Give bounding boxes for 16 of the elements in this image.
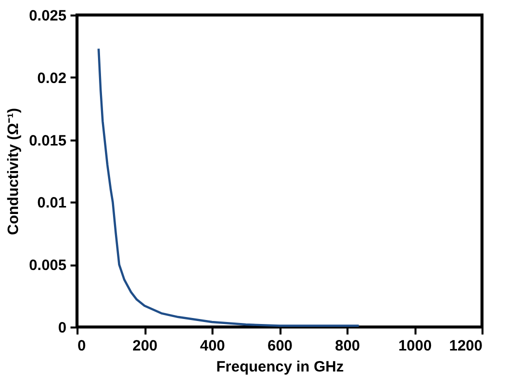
x-tick-label: 1200 xyxy=(449,338,482,354)
x-tick-label: 1000 xyxy=(398,338,432,354)
y-tick-label: 0.015 xyxy=(28,132,66,150)
y-tick-label: 0 xyxy=(58,320,66,336)
y-tick-label: 0.02 xyxy=(37,70,66,87)
y-tick-label: 0.005 xyxy=(28,257,66,274)
y-axis-title: Conductivity (Ω⁻¹) xyxy=(4,108,22,236)
y-tick-label: 0.025 xyxy=(28,8,66,24)
x-tick-label: 400 xyxy=(200,338,226,354)
x-axis-title: Frequency in GHz xyxy=(216,358,344,376)
x-tick-label: 800 xyxy=(334,338,360,354)
x-tick-label: 0 xyxy=(78,338,86,354)
line-series xyxy=(98,48,360,327)
x-tick-label: 200 xyxy=(132,338,158,354)
y-tick-label: 0.01 xyxy=(37,194,66,212)
x-tick-label: 600 xyxy=(267,338,293,354)
